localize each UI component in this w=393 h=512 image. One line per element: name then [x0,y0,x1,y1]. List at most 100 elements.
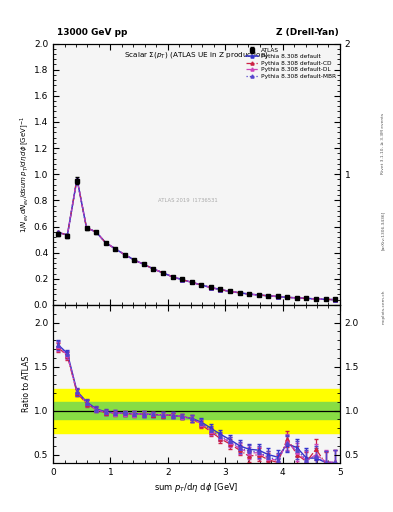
Text: Rivet 3.1.10, ≥ 3.3M events: Rivet 3.1.10, ≥ 3.3M events [381,113,385,174]
Pythia 8.308 default-CD [266,293,270,299]
Pythia 8.308 default [84,225,89,231]
Pythia 8.308 default-CD [295,295,299,301]
Pythia 8.308 default-CD [103,240,108,246]
Pythia 8.308 default-CD [113,246,118,252]
Pythia 8.308 default [103,240,108,246]
Pythia 8.308 default-DL [285,294,290,301]
Pythia 8.308 default-CD [247,291,252,297]
Pythia 8.308 default-MBR [237,290,242,296]
X-axis label: sum $p_T$/d$\eta$ d$\phi$ [GeV]: sum $p_T$/d$\eta$ d$\phi$ [GeV] [154,481,239,495]
Pythia 8.308 default-MBR [55,229,60,236]
Pythia 8.308 default [209,285,213,291]
Pythia 8.308 default [141,261,146,267]
Pythia 8.308 default-DL [256,292,261,298]
Pythia 8.308 default [256,292,261,298]
Pythia 8.308 default-MBR [161,270,165,276]
Pythia 8.308 default-MBR [275,293,280,300]
Line: Pythia 8.308 default: Pythia 8.308 default [56,177,337,302]
Pythia 8.308 default-DL [132,257,137,263]
Pythia 8.308 default-DL [295,295,299,301]
Pythia 8.308 default-DL [266,293,270,299]
Text: ATLAS 2019  I1736531: ATLAS 2019 I1736531 [158,198,218,203]
Pythia 8.308 default-DL [333,296,338,303]
Y-axis label: Ratio to ATLAS: Ratio to ATLAS [22,356,31,412]
Pythia 8.308 default [170,274,175,280]
Pythia 8.308 default [228,288,232,294]
Pythia 8.308 default-CD [65,232,70,238]
Pythia 8.308 default-MBR [266,293,270,299]
Pythia 8.308 default [132,257,137,263]
Pythia 8.308 default [151,266,156,272]
Pythia 8.308 default-MBR [189,279,194,285]
Pythia 8.308 default-MBR [333,296,338,303]
Pythia 8.308 default-CD [161,270,165,276]
Pythia 8.308 default-DL [141,261,146,267]
Pythia 8.308 default-CD [218,286,223,292]
Pythia 8.308 default [189,279,194,285]
Pythia 8.308 default-DL [237,290,242,296]
Pythia 8.308 default-CD [314,296,318,302]
Pythia 8.308 default-CD [94,229,99,235]
Pythia 8.308 default-DL [189,279,194,285]
Pythia 8.308 default-CD [151,266,156,272]
Pythia 8.308 default [275,293,280,300]
Pythia 8.308 default [94,229,99,235]
Pythia 8.308 default-CD [170,274,175,280]
Pythia 8.308 default [295,295,299,301]
Pythia 8.308 default-MBR [75,176,79,182]
Pythia 8.308 default-DL [275,293,280,300]
Text: mcplots.cern.ch: mcplots.cern.ch [381,290,385,325]
Pythia 8.308 default-DL [304,295,309,302]
Y-axis label: $1/N_{ev}\,dN_{ev}/dsum\,p_T/d\eta\,d\phi\,[\mathrm{GeV}]^{-1}$: $1/N_{ev}\,dN_{ev}/dsum\,p_T/d\eta\,d\ph… [18,116,31,232]
Pythia 8.308 default-CD [323,296,328,303]
Text: Scalar $\Sigma(p_T)$ (ATLAS UE in Z production): Scalar $\Sigma(p_T)$ (ATLAS UE in Z prod… [124,50,269,60]
Pythia 8.308 default-DL [84,225,89,231]
Pythia 8.308 default-CD [84,225,89,231]
Pythia 8.308 default [218,286,223,292]
Pythia 8.308 default-CD [333,296,338,303]
Pythia 8.308 default [237,290,242,296]
Pythia 8.308 default-DL [247,291,252,297]
Pythia 8.308 default [314,296,318,302]
Pythia 8.308 default-MBR [151,266,156,272]
Pythia 8.308 default-MBR [218,286,223,292]
Pythia 8.308 default-DL [180,276,185,283]
Pythia 8.308 default-CD [285,294,290,301]
Pythia 8.308 default-MBR [285,294,290,301]
Line: Pythia 8.308 default-DL: Pythia 8.308 default-DL [56,177,337,302]
Pythia 8.308 default-DL [199,282,204,288]
Pythia 8.308 default-MBR [84,225,89,231]
Text: 13000 GeV pp: 13000 GeV pp [57,28,127,37]
Pythia 8.308 default-MBR [103,240,108,246]
Pythia 8.308 default-DL [123,252,127,258]
Pythia 8.308 default-CD [123,252,127,258]
Pythia 8.308 default-MBR [304,295,309,302]
Pythia 8.308 default [285,294,290,301]
Pythia 8.308 default-MBR [65,232,70,238]
Pythia 8.308 default-DL [94,229,99,235]
Pythia 8.308 default-MBR [256,292,261,298]
Pythia 8.308 default-MBR [132,257,137,263]
Pythia 8.308 default-CD [228,288,232,294]
Pythia 8.308 default [123,252,127,258]
Pythia 8.308 default-DL [228,288,232,294]
Pythia 8.308 default [266,293,270,299]
Pythia 8.308 default-CD [256,292,261,298]
Pythia 8.308 default-MBR [209,285,213,291]
Text: [arXiv:1306.3436]: [arXiv:1306.3436] [381,211,385,250]
Pythia 8.308 default-CD [209,285,213,291]
Pythia 8.308 default-DL [55,229,60,236]
Pythia 8.308 default [113,246,118,252]
Pythia 8.308 default-DL [113,246,118,252]
Pythia 8.308 default-DL [161,270,165,276]
Pythia 8.308 default-MBR [228,288,232,294]
Pythia 8.308 default-DL [323,296,328,303]
Pythia 8.308 default [304,295,309,302]
Pythia 8.308 default [65,232,70,238]
Pythia 8.308 default [180,276,185,283]
Pythia 8.308 default-DL [218,286,223,292]
Legend: ATLAS, Pythia 8.308 default, Pythia 8.308 default-CD, Pythia 8.308 default-DL, P: ATLAS, Pythia 8.308 default, Pythia 8.30… [244,47,337,80]
Pythia 8.308 default-CD [180,276,185,283]
Pythia 8.308 default-MBR [123,252,127,258]
Pythia 8.308 default-MBR [323,296,328,303]
